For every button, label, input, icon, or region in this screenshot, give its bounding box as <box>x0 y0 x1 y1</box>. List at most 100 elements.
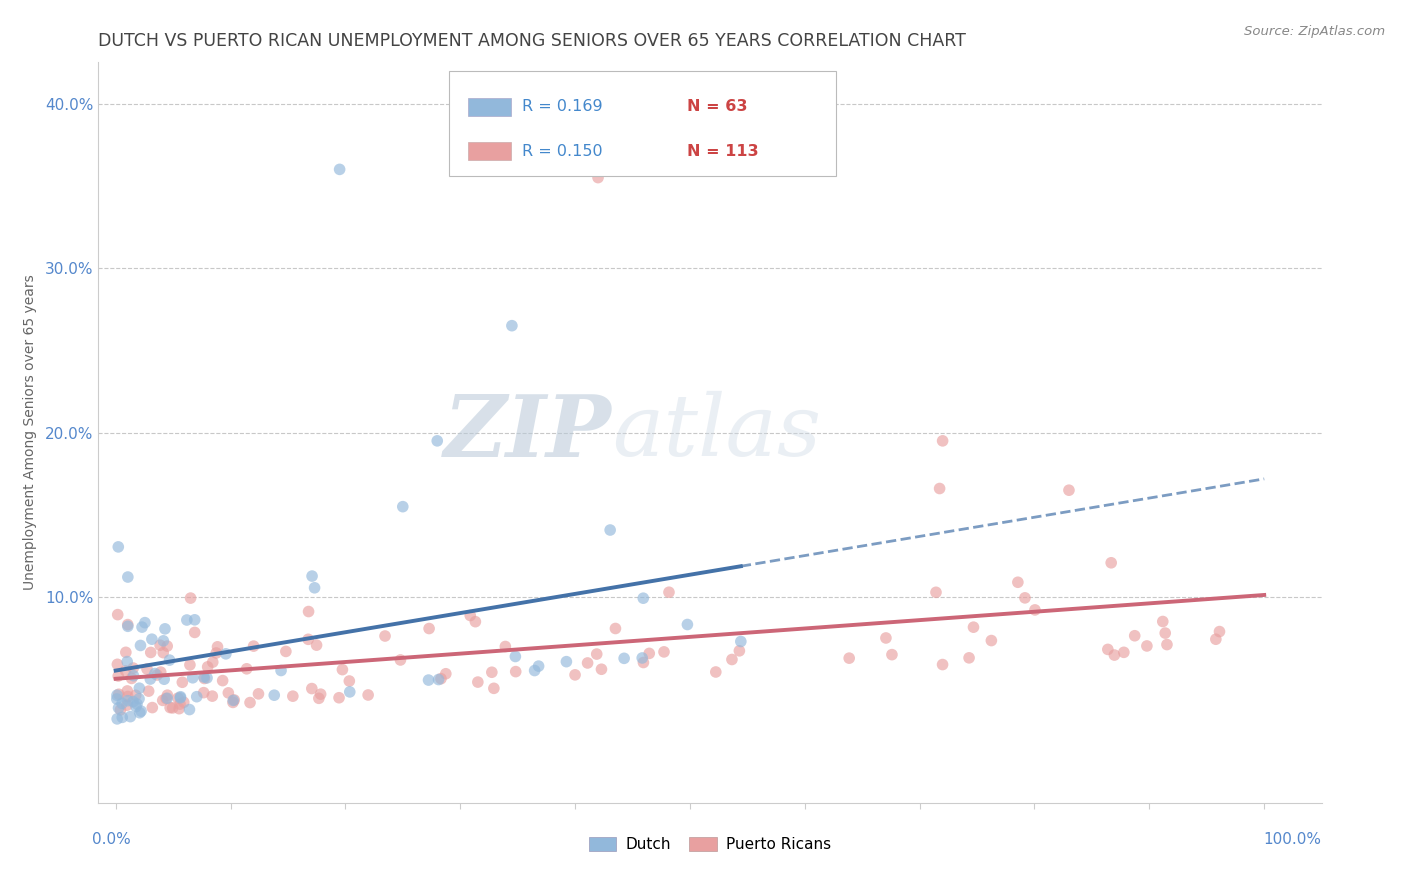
Point <box>418 673 440 687</box>
Point <box>173 695 195 709</box>
Point <box>329 162 352 177</box>
Point <box>169 690 191 705</box>
Point <box>505 649 527 664</box>
Text: N = 63: N = 63 <box>686 99 747 114</box>
Point <box>105 688 128 702</box>
Point <box>117 684 139 698</box>
FancyBboxPatch shape <box>468 98 510 116</box>
Point <box>149 665 172 679</box>
Text: R = 0.169: R = 0.169 <box>522 99 602 114</box>
Point <box>1156 638 1178 652</box>
Point <box>427 673 450 687</box>
Point <box>156 691 179 706</box>
Point <box>1136 639 1159 653</box>
Point <box>179 702 201 716</box>
Point <box>721 652 744 666</box>
Point <box>728 644 751 658</box>
Point <box>658 585 681 599</box>
Point <box>139 672 162 686</box>
Text: Source: ZipAtlas.com: Source: ZipAtlas.com <box>1244 25 1385 38</box>
Point <box>143 666 166 681</box>
Point <box>263 688 285 702</box>
Text: N = 113: N = 113 <box>686 144 758 159</box>
Point <box>193 672 215 686</box>
Point <box>1208 624 1230 639</box>
Point <box>434 666 457 681</box>
Point <box>117 694 139 708</box>
Point <box>167 691 190 706</box>
Point <box>183 613 205 627</box>
Point <box>309 687 332 701</box>
Point <box>482 681 505 696</box>
Point <box>176 613 198 627</box>
Point <box>136 662 159 676</box>
Point <box>134 615 156 630</box>
Point <box>129 704 152 718</box>
Point <box>337 673 360 688</box>
Point <box>211 673 233 688</box>
Point <box>141 700 163 714</box>
Point <box>1057 483 1080 498</box>
Point <box>121 672 143 686</box>
Point <box>153 622 176 636</box>
Point <box>138 684 160 698</box>
Y-axis label: Unemployment Among Seniors over 65 years: Unemployment Among Seniors over 65 years <box>22 275 37 591</box>
Point <box>193 670 215 684</box>
Point <box>159 700 181 714</box>
Point <box>481 665 503 680</box>
Point <box>1205 632 1227 647</box>
Point <box>301 681 323 696</box>
Point <box>186 690 208 704</box>
Point <box>156 688 179 702</box>
Point <box>169 690 191 704</box>
Point <box>107 687 129 701</box>
Point <box>156 639 179 653</box>
Point <box>107 701 129 715</box>
Point <box>179 657 201 672</box>
Point <box>880 648 903 662</box>
Point <box>1123 629 1146 643</box>
Point <box>139 645 162 659</box>
Point <box>357 688 380 702</box>
Point <box>555 655 578 669</box>
Point <box>564 668 586 682</box>
Point <box>215 647 238 661</box>
Text: DUTCH VS PUERTO RICAN UNEMPLOYMENT AMONG SENIORS OVER 65 YEARS CORRELATION CHART: DUTCH VS PUERTO RICAN UNEMPLOYMENT AMONG… <box>98 32 966 50</box>
Point <box>1104 648 1126 662</box>
Point <box>155 691 177 706</box>
Point <box>274 644 297 658</box>
Point <box>117 570 139 584</box>
Point <box>962 620 984 634</box>
Point <box>131 620 153 634</box>
Point <box>1112 645 1135 659</box>
Point <box>304 581 326 595</box>
Text: R = 0.150: R = 0.150 <box>522 144 602 159</box>
Point <box>201 689 224 703</box>
Point <box>205 646 228 660</box>
Point <box>339 685 361 699</box>
Point <box>242 639 264 653</box>
Point <box>105 657 128 672</box>
Point <box>153 672 176 686</box>
Point <box>1097 642 1119 657</box>
Point <box>875 631 897 645</box>
Point <box>128 706 150 720</box>
Point <box>120 709 142 723</box>
Point <box>149 638 172 652</box>
Point <box>464 615 486 629</box>
Point <box>197 660 219 674</box>
Point <box>193 686 215 700</box>
Point <box>122 661 145 675</box>
Point <box>730 634 752 648</box>
Point <box>107 607 129 622</box>
Point <box>235 662 257 676</box>
Point <box>458 608 481 623</box>
Text: ZIP: ZIP <box>444 391 612 475</box>
Point <box>247 687 270 701</box>
Point <box>146 668 169 682</box>
Point <box>527 659 550 673</box>
Point <box>676 617 699 632</box>
Text: 0.0%: 0.0% <box>93 831 131 847</box>
Point <box>301 569 323 583</box>
Point <box>222 693 245 707</box>
